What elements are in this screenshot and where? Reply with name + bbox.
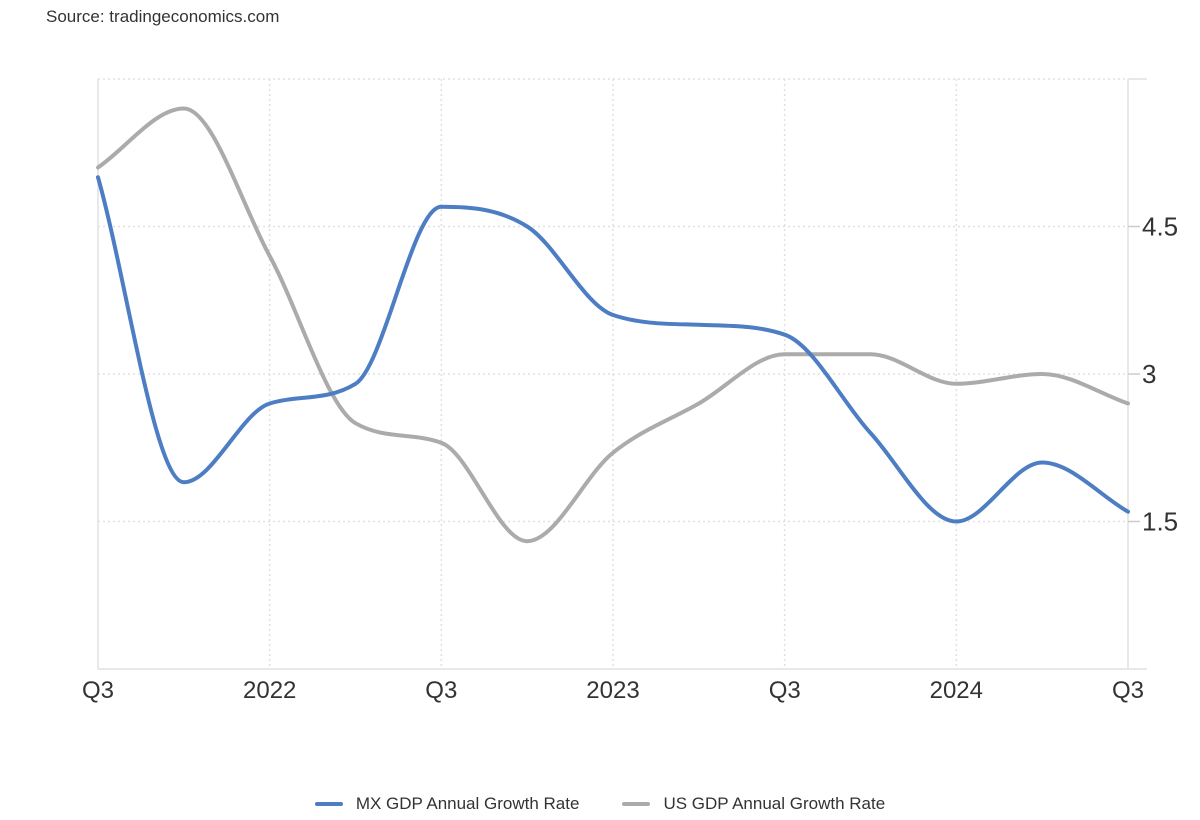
x-axis-label: Q3 bbox=[82, 677, 114, 704]
chart-legend: MX GDP Annual Growth Rate US GDP Annual … bbox=[0, 794, 1200, 814]
legend-label-us: US GDP Annual Growth Rate bbox=[663, 794, 886, 813]
x-axis-label: Q3 bbox=[1112, 677, 1144, 704]
us-series-line[interactable] bbox=[96, 106, 1130, 544]
us-line-swatch-icon bbox=[622, 802, 651, 806]
y-axis-label: 3 bbox=[1142, 359, 1156, 389]
gdp-annual-growth-line-chart: Q3 2022 Q3 2023 Q3 2024 Q3 1.5 3 4.5 bbox=[82, 78, 1178, 704]
y-axis-label: 1.5 bbox=[1142, 507, 1178, 537]
x-axis-label: Q3 bbox=[425, 677, 457, 704]
legend-item-us[interactable]: US GDP Annual Growth Rate bbox=[622, 794, 885, 814]
legend-item-mx[interactable]: MX GDP Annual Growth Rate bbox=[314, 794, 580, 814]
x-axis-label: Q3 bbox=[769, 677, 801, 704]
source-text: Source: tradingeconomics.com bbox=[46, 7, 280, 26]
legend-label-mx: MX GDP Annual Growth Rate bbox=[355, 794, 580, 813]
mx-line-swatch-icon bbox=[314, 802, 343, 806]
x-axis-label: 2023 bbox=[586, 677, 639, 704]
x-axis-label: 2024 bbox=[930, 677, 983, 704]
mx-series-line[interactable] bbox=[96, 175, 1130, 524]
x-axis-label: 2022 bbox=[243, 677, 296, 704]
y-axis-label: 4.5 bbox=[1142, 212, 1178, 242]
